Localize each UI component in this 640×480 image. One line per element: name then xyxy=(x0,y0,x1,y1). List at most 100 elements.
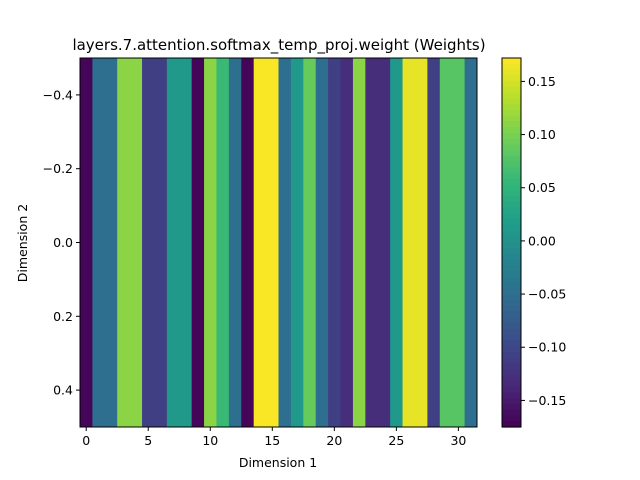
colorbar-segment xyxy=(502,86,521,94)
colorbar-segment xyxy=(502,144,521,151)
colorbar-segment xyxy=(502,207,521,215)
colorbar-segment xyxy=(502,328,521,336)
heatmap-cell xyxy=(427,58,441,427)
heatmap-cell xyxy=(377,58,391,427)
colorbar-segment xyxy=(502,305,521,313)
colorbar-segment xyxy=(502,225,521,232)
colorbar-tick-label: 0.00 xyxy=(528,233,556,248)
x-axis-ticks: 0 5 10 15 20 25 30 xyxy=(82,427,466,448)
y-tick-label: −0.2 xyxy=(43,161,73,176)
heatmap-cell xyxy=(191,58,205,427)
colorbar-segment xyxy=(502,98,521,105)
colorbar: −0.15 −0.10 −0.05 0.00 0.05 0.10 0.15 xyxy=(501,57,566,428)
y-axis-label: Dimension 2 xyxy=(15,204,30,282)
colorbar-segment xyxy=(502,115,521,123)
x-axis-label: Dimension 1 xyxy=(239,455,317,470)
colorbar-segment xyxy=(502,254,521,261)
heatmap-cell xyxy=(241,58,255,427)
colorbar-segment xyxy=(502,380,521,388)
x-tick-label: 0 xyxy=(82,433,90,448)
colorbar-segment xyxy=(502,317,521,324)
heatmap-cell xyxy=(328,58,342,427)
colorbar-segment xyxy=(502,271,521,278)
colorbar-segment xyxy=(502,294,521,301)
x-tick-label: 30 xyxy=(450,433,466,448)
heatmap-cell xyxy=(340,58,354,427)
colorbar-tick-label: 0.05 xyxy=(528,180,556,195)
x-tick-label: 20 xyxy=(326,433,342,448)
colorbar-segment xyxy=(502,346,521,353)
heatmap-cell xyxy=(92,58,106,427)
colorbar-segment xyxy=(502,311,521,319)
y-tick-label: −0.4 xyxy=(43,87,73,102)
heatmap-cell xyxy=(464,58,478,427)
heatmap-cell xyxy=(365,58,379,427)
heatmap-cell xyxy=(142,58,155,427)
heatmap-cell xyxy=(315,58,329,427)
colorbar-segment xyxy=(502,161,521,169)
colorbar-segment xyxy=(502,121,521,128)
heatmap-cell xyxy=(414,58,428,427)
heatmap-cell xyxy=(117,58,131,427)
colorbar-segment xyxy=(502,369,521,376)
colorbar-segment xyxy=(502,69,521,76)
colorbar-segment xyxy=(502,138,521,146)
colorbar-segment xyxy=(502,109,521,117)
colorbar-segment xyxy=(502,398,521,405)
x-tick-label: 5 xyxy=(144,433,152,448)
colorbar-segment xyxy=(502,132,521,140)
colorbar-segment xyxy=(502,277,521,284)
colorbar-segment xyxy=(502,150,521,157)
y-axis-ticks: −0.4 −0.2 0.0 0.2 0.4 xyxy=(43,87,80,398)
colorbar-segment xyxy=(502,403,521,411)
heatmap-cell xyxy=(154,58,168,427)
colorbar-segment xyxy=(502,127,521,134)
colorbar-segment xyxy=(502,156,521,163)
heatmap-cell xyxy=(80,58,93,427)
heatmap-cell xyxy=(166,58,180,427)
colorbar-segment xyxy=(502,219,521,226)
colorbar-segment xyxy=(502,340,521,347)
colorbar-segment xyxy=(502,259,521,267)
heatmap-cell xyxy=(253,58,267,427)
colorbar-segment xyxy=(502,386,521,394)
x-tick-label: 10 xyxy=(202,433,218,448)
heatmap-cell xyxy=(439,58,453,427)
colorbar-segment xyxy=(502,415,521,422)
chart-title: layers.7.attention.softmax_temp_proj.wei… xyxy=(72,36,485,55)
colorbar-segment xyxy=(502,63,521,71)
heatmap-cell xyxy=(303,58,317,427)
colorbar-segment xyxy=(502,173,521,180)
heatmap-cell xyxy=(352,58,366,427)
heatmap-cell xyxy=(228,58,242,427)
heatmap-cell xyxy=(390,58,404,427)
colorbar-segment xyxy=(502,58,521,65)
colorbar-tick-label: 0.10 xyxy=(528,127,556,142)
x-tick-label: 25 xyxy=(388,433,404,448)
colorbar-segment xyxy=(502,179,521,186)
colorbar-segment xyxy=(502,92,521,99)
heatmap-cells xyxy=(80,58,478,427)
colorbar-segment xyxy=(502,363,521,370)
heatmap-cell xyxy=(290,58,304,427)
colorbar-tick-label: 0.15 xyxy=(528,74,556,89)
colorbar-segment xyxy=(502,236,521,244)
heatmap-cell xyxy=(204,58,217,427)
colorbar-segment xyxy=(502,323,521,330)
heatmap-cell xyxy=(278,58,292,427)
colorbar-segment xyxy=(502,75,521,82)
colorbar-segment xyxy=(502,167,521,174)
heatmap-cell xyxy=(129,58,143,427)
colorbar-segment xyxy=(502,184,521,192)
heatmap-cell xyxy=(266,58,279,427)
colorbar-segment xyxy=(502,248,521,255)
colorbar-segment xyxy=(502,196,521,203)
y-tick-label: 0.2 xyxy=(53,309,73,324)
colorbar-segment xyxy=(502,334,521,342)
colorbar-segment xyxy=(502,190,521,197)
colorbar-segment xyxy=(502,213,521,221)
x-tick-label: 15 xyxy=(264,433,280,448)
colorbar-segment xyxy=(502,357,521,365)
colorbar-segment xyxy=(502,288,521,295)
